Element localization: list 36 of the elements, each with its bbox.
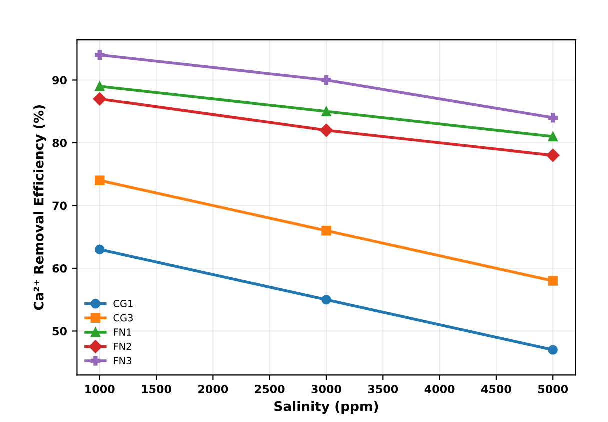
point (546, 148, 560, 162)
y-axis-title: Ca²⁺ Removal Efficiency (%) (34, 106, 46, 310)
y-tick-label: 50 (52, 327, 67, 336)
point (322, 106, 332, 116)
y-tick-label: 90 (52, 76, 67, 85)
x-tick-label: 5000 (538, 385, 568, 394)
point (548, 276, 558, 286)
y-tick-label: 70 (52, 202, 67, 210)
point (93, 92, 106, 106)
point (322, 226, 332, 236)
point (95, 82, 105, 92)
y-tick-label: 80 (52, 138, 67, 148)
point (548, 345, 558, 355)
point (322, 75, 332, 86)
point (95, 244, 105, 255)
y-tick-label: 60 (52, 264, 67, 273)
legend-label: FN3 (114, 357, 132, 365)
legend-label: FN1 (114, 328, 132, 336)
x-tick-label: 3500 (368, 385, 398, 394)
x-tick-label: 3000 (312, 385, 342, 394)
legend-label: CG1 (114, 300, 133, 308)
x-tick-label: 4000 (424, 385, 455, 394)
point (320, 124, 334, 138)
x-tick-label: 2500 (255, 385, 285, 394)
point (548, 132, 558, 142)
legend-label: FN2 (114, 342, 132, 350)
x-axis-title: Salinity (ppm) (274, 401, 378, 414)
legend-label: CG3 (114, 314, 133, 322)
x-tick-label: 4500 (482, 385, 512, 394)
point (548, 113, 558, 123)
point (322, 295, 332, 305)
point (95, 176, 105, 186)
x-tick-label: 1500 (142, 385, 172, 394)
x-tick-label: 2000 (198, 385, 228, 394)
x-tick-label: 1000 (86, 385, 115, 394)
point (95, 50, 105, 60)
